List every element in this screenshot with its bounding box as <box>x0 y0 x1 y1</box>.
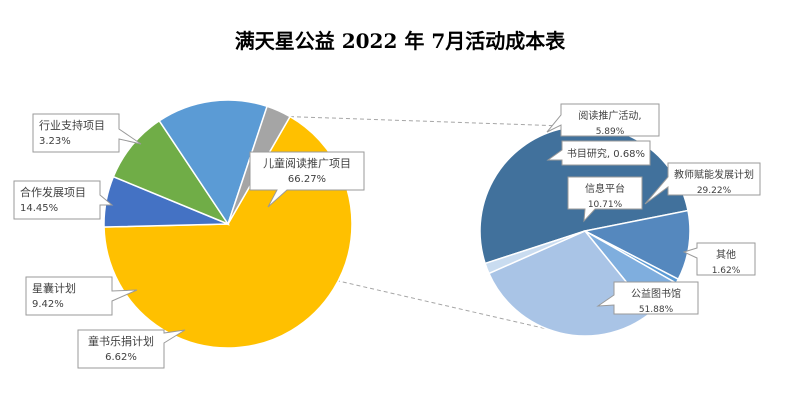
label-reading-activities: 阅读推广活动, 5.89% <box>546 103 660 137</box>
main-pie <box>103 99 353 349</box>
main-pie-slice-3 <box>158 99 269 226</box>
label-other-name: 其他 <box>716 248 736 261</box>
label-info-platform-name: 信息平台 <box>585 182 625 195</box>
label-other: 其他 1.62% <box>682 242 756 276</box>
label-public-library-box <box>596 281 699 315</box>
label-info-platform-value: 10.71% <box>588 200 623 210</box>
sub-pie-slice-5 <box>484 230 586 275</box>
label-reading-activities-box <box>546 103 660 137</box>
label-teacher-empowerment-box <box>644 162 761 205</box>
label-book-donation-value: 6.62% <box>105 352 137 363</box>
label-teacher-empowerment: 教师赋能发展计划 29.22% <box>644 162 761 205</box>
label-children-reading-name: 儿童阅读推广项目 <box>263 156 351 170</box>
label-children-reading-box <box>249 151 365 208</box>
label-star-bag-value: 9.42% <box>32 299 64 310</box>
label-book-donation: 童书乐捐计划 6.62% <box>77 329 186 369</box>
label-teacher-empowerment-value: 29.22% <box>697 186 732 196</box>
label-partnership-value: 14.45% <box>20 203 58 214</box>
label-star-bag-name: 星囊计划 <box>32 281 76 295</box>
label-teacher-empowerment-name: 教师赋能发展计划 <box>674 168 754 181</box>
label-public-library-value: 51.88% <box>639 305 674 315</box>
label-star-bag: 星囊计划 9.42% <box>25 276 138 316</box>
label-bibliography-name: 书目研究, 0.68% <box>567 147 645 160</box>
label-bibliography-box <box>546 140 651 166</box>
data-labels: 儿童阅读推广项目 66.27% 童书乐捐计划 6.62% 星囊计划 9.42% 合作发展项目… <box>13 103 761 369</box>
sub-pie-slice-1 <box>582 209 691 281</box>
label-partnership-box <box>13 180 114 220</box>
label-industry-support-box <box>32 113 142 153</box>
label-children-reading-value: 66.27% <box>288 174 326 185</box>
label-partnership: 合作发展项目 14.45% <box>13 180 114 220</box>
label-partnership-name: 合作发展项目 <box>20 185 86 199</box>
label-children-reading: 儿童阅读推广项目 66.27% <box>249 151 365 208</box>
label-industry-support-name: 行业支持项目 <box>39 118 105 132</box>
label-book-donation-name: 童书乐捐计划 <box>88 334 154 348</box>
sub-pie-slice-4 <box>487 230 653 337</box>
label-reading-activities-value: 5.89% <box>596 127 625 137</box>
label-public-library-name: 公益图书馆 <box>631 287 681 300</box>
label-info-platform: 信息平台 10.71% <box>567 176 643 223</box>
label-info-platform-box <box>567 176 643 223</box>
label-public-library: 公益图书馆 51.88% <box>596 281 699 315</box>
label-industry-support: 行业支持项目 3.23% <box>32 113 142 153</box>
label-bibliography: 书目研究, 0.68% <box>546 140 651 166</box>
label-reading-activities-name: 阅读推广活动, <box>578 109 641 122</box>
label-book-donation-box <box>77 329 186 369</box>
connector-line-top <box>289 116 576 127</box>
label-industry-support-value: 3.23% <box>39 136 71 147</box>
label-other-value: 1.62% <box>712 266 741 276</box>
label-other-box <box>682 242 756 276</box>
label-star-bag-box <box>25 276 138 316</box>
chart-title: 满天星公益 2022 年 7月活动成本表 <box>235 29 566 53</box>
